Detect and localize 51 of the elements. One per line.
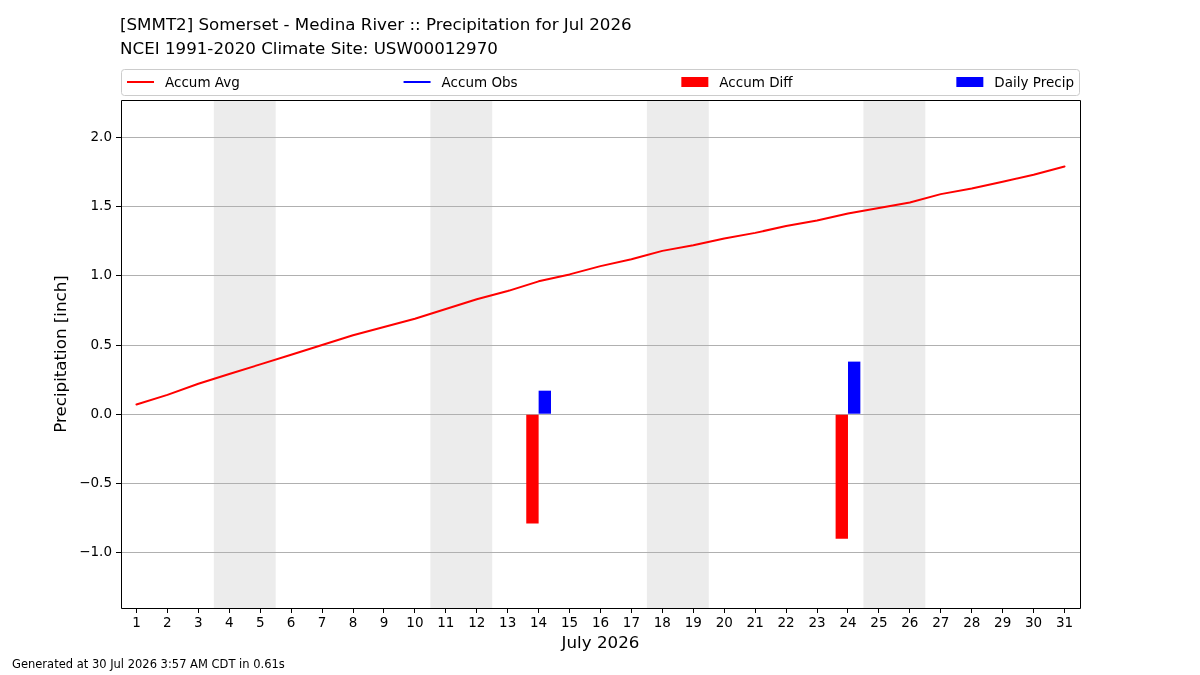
x-tick-label: 9 xyxy=(379,613,389,630)
x-tick-label: 23 xyxy=(808,613,826,630)
x-tick-label: 4 xyxy=(224,613,234,630)
x-tick-label: 17 xyxy=(622,613,641,630)
x-tick-label: 30 xyxy=(1025,613,1043,630)
x-tick-label: 3 xyxy=(194,613,203,630)
x-tick-label: 26 xyxy=(901,613,919,630)
legend-label: Accum Avg xyxy=(165,73,240,90)
x-tick-label: 8 xyxy=(348,613,358,630)
y-tick-label: −0.5 xyxy=(79,473,112,490)
x-tick-label: 18 xyxy=(653,613,671,630)
x-tick-label: 10 xyxy=(406,613,424,630)
legend-label: Daily Precip xyxy=(994,73,1074,90)
bar xyxy=(538,390,551,414)
x-tick-label: 31 xyxy=(1055,613,1074,630)
x-tick-label: 24 xyxy=(839,613,857,630)
x-tick-label: 14 xyxy=(530,613,548,630)
text: Generated at 30 Jul 2026 3:57 AM CDT in 0.61s xyxy=(12,657,285,672)
x-tick-label: 25 xyxy=(870,613,888,630)
x-axis-title: July 2026 xyxy=(560,632,640,653)
chart-title: [SMMT2] Somerset - Medina River :: Precipitation for Jul 2026 xyxy=(120,13,632,35)
x-tick-label: 20 xyxy=(715,613,733,630)
bar xyxy=(835,414,848,539)
x-tick-label: 15 xyxy=(560,613,579,630)
chart-subtitle: NCEI 1991-2020 Climate Site: USW00012970 xyxy=(120,37,498,59)
y-tick-label: 0.5 xyxy=(90,335,112,352)
legend-label: Accum Obs xyxy=(441,73,518,90)
y-tick-label: 1.5 xyxy=(90,197,112,214)
x-tick-label: 13 xyxy=(499,613,517,630)
x-tick-label: 28 xyxy=(963,613,981,630)
y-tick-label: −1.0 xyxy=(79,543,112,560)
x-tick-label: 22 xyxy=(777,613,795,630)
x-tick-label: 27 xyxy=(932,613,950,630)
x-tick-label: 11 xyxy=(437,613,455,630)
bar xyxy=(526,414,539,524)
x-tick-label: 29 xyxy=(994,613,1012,630)
x-tick-label: 7 xyxy=(317,613,327,630)
x-tick-label: 5 xyxy=(255,613,265,630)
x-tick-label: 19 xyxy=(684,613,702,630)
x-tick-label: 1 xyxy=(132,613,141,630)
y-tick-label: 1.0 xyxy=(90,266,112,283)
x-tick-label: 12 xyxy=(468,613,486,630)
x-tick-label: 2 xyxy=(163,613,172,630)
bar xyxy=(847,361,861,414)
y-tick-label: 0.0 xyxy=(90,404,112,421)
y-axis-title: Precipitation [inch] xyxy=(50,275,71,433)
x-tick-label: 21 xyxy=(746,613,764,630)
y-tick-label: 2.0 xyxy=(90,127,112,144)
x-tick-label: 6 xyxy=(286,613,296,630)
legend-label: Accum Diff xyxy=(719,73,794,90)
x-tick-label: 16 xyxy=(591,613,610,630)
